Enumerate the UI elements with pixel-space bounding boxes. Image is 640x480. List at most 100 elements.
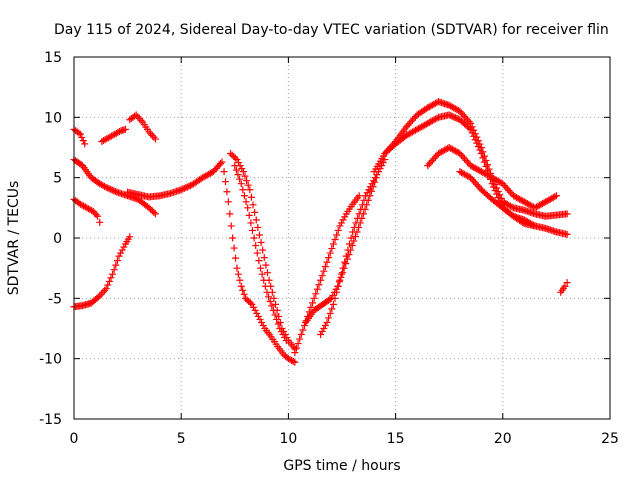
data-point (259, 321, 267, 329)
data-point (450, 113, 458, 121)
data-point (468, 175, 476, 183)
data-point (257, 264, 265, 272)
data-point (238, 165, 246, 173)
data-point (442, 145, 450, 153)
data-point (183, 183, 191, 191)
series-track-3 (70, 195, 104, 226)
data-point (381, 150, 389, 158)
data-point (232, 166, 240, 174)
data-point (342, 260, 350, 268)
data-point (329, 240, 337, 248)
data-point (253, 249, 261, 257)
data-point (402, 123, 410, 131)
data-point (243, 177, 251, 185)
data-point (505, 187, 513, 195)
series-track-13 (302, 174, 380, 326)
data-point (453, 106, 461, 114)
data-point (263, 269, 271, 277)
data-point (531, 204, 539, 212)
series-track-10 (231, 162, 290, 345)
data-point (364, 196, 372, 204)
data-point (341, 213, 349, 221)
data-point (402, 131, 410, 139)
data-point (462, 171, 470, 179)
data-point (470, 177, 478, 185)
data-point (488, 174, 496, 182)
data-point (519, 197, 527, 205)
data-point (369, 183, 377, 191)
data-point (281, 334, 289, 342)
data-point (431, 115, 439, 123)
data-point (462, 114, 470, 122)
data-point (110, 266, 118, 274)
data-point (265, 293, 273, 301)
data-point (321, 321, 329, 329)
data-point (253, 309, 261, 317)
data-point (244, 181, 252, 189)
data-point (121, 125, 129, 133)
data-point (147, 205, 155, 213)
data-point (470, 126, 478, 134)
data-point (151, 135, 159, 143)
data-point (549, 193, 557, 201)
data-point (461, 170, 469, 178)
data-point (251, 306, 259, 314)
data-point (118, 246, 126, 254)
data-point (551, 193, 559, 201)
data-point (244, 204, 252, 212)
data-point (404, 131, 412, 139)
data-point (404, 121, 412, 129)
series-track-9 (227, 150, 299, 353)
data-point (269, 306, 277, 314)
y-tick-label: -5 (48, 291, 62, 307)
data-point (430, 155, 438, 163)
data-point (329, 300, 337, 308)
data-point (256, 315, 264, 323)
data-point (351, 232, 359, 240)
data-point (179, 185, 187, 193)
data-point (101, 182, 109, 190)
data-point (297, 331, 305, 339)
data-point (326, 249, 334, 257)
data-point (474, 166, 482, 174)
x-axis-label: GPS time / hours (283, 458, 400, 474)
data-point (545, 196, 553, 204)
data-point (502, 183, 510, 191)
data-point (200, 173, 208, 181)
data-point (379, 159, 387, 167)
data-point (276, 325, 284, 332)
data-point (99, 288, 107, 296)
data-point (448, 103, 456, 111)
data-point (234, 171, 242, 179)
data-point (218, 158, 226, 166)
data-point (457, 109, 465, 117)
data-point (465, 118, 473, 126)
data-point (467, 174, 475, 182)
data-point (546, 195, 554, 203)
data-point (413, 125, 421, 133)
data-point (348, 242, 356, 250)
data-point (102, 285, 110, 293)
x-tick-labels: 0 5 10 15 20 25 (70, 431, 619, 447)
data-point (254, 312, 262, 320)
data-point (320, 325, 328, 332)
data-point (499, 198, 507, 206)
data-point (105, 277, 113, 285)
data-point (337, 273, 345, 281)
data-point (464, 172, 472, 180)
data-point (462, 156, 470, 164)
data-point (363, 201, 371, 209)
data-point (250, 234, 258, 242)
data-point (552, 192, 560, 200)
data-point (371, 178, 379, 186)
data-point (332, 285, 340, 293)
data-point (147, 130, 155, 138)
data-point (222, 178, 230, 186)
data-point (182, 184, 190, 192)
data-point (226, 210, 234, 218)
data-point (536, 201, 544, 209)
data-point (482, 170, 490, 178)
data-point (315, 281, 323, 289)
data-point (467, 119, 475, 127)
data-point (246, 186, 254, 194)
